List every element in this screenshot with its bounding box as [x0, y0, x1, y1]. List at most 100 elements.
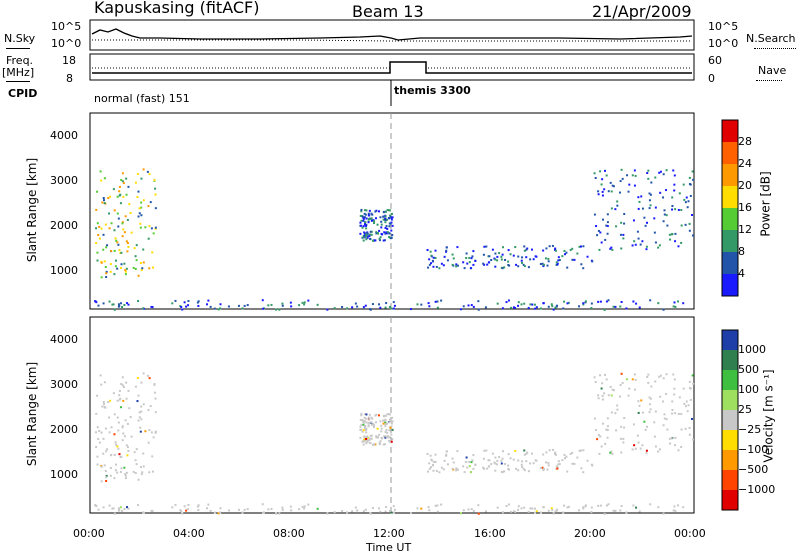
- nsearch-label: N.Search: [746, 32, 796, 45]
- velocity-point: [688, 433, 691, 436]
- velocity-point: [96, 394, 99, 397]
- velocity-point: [515, 467, 518, 470]
- power-point: [482, 262, 485, 265]
- power-point: [390, 212, 393, 215]
- velocity-point: [370, 437, 373, 440]
- velocity-point: [512, 510, 515, 513]
- power-point: [124, 269, 127, 272]
- velocity-point: [494, 469, 497, 472]
- velocity-point: [451, 467, 454, 470]
- power-point: [385, 302, 388, 305]
- velocity-point: [333, 511, 336, 514]
- velocity-point: [625, 511, 628, 514]
- velocity-point: [136, 376, 139, 379]
- velocity-point: [104, 427, 107, 430]
- velocity-point: [542, 467, 545, 470]
- power-point: [126, 250, 129, 253]
- power-point: [122, 228, 125, 231]
- velocity-point: [638, 510, 641, 513]
- power-point: [586, 255, 589, 258]
- power-point: [365, 209, 368, 212]
- power-point: [669, 238, 672, 241]
- velocity-colorbar-swatch: [722, 430, 738, 451]
- power-point: [644, 224, 647, 227]
- power-point: [125, 240, 128, 243]
- power-colorbar-swatch: [722, 120, 738, 143]
- velocity-point: [436, 510, 439, 513]
- power-point: [501, 307, 504, 310]
- power-point: [209, 305, 212, 308]
- power-point: [638, 306, 641, 309]
- velocity-point: [151, 455, 154, 458]
- power-point: [388, 232, 391, 235]
- velocity-point: [378, 507, 381, 510]
- velocity-point: [603, 392, 606, 395]
- power-point: [426, 249, 429, 252]
- power-point: [615, 225, 618, 228]
- velocity-point: [555, 509, 558, 512]
- velocity-point: [434, 504, 437, 507]
- velocity-point: [181, 512, 184, 515]
- power-colorbar-tick: 24: [738, 157, 752, 170]
- power-point: [647, 177, 650, 180]
- power-point: [645, 248, 648, 251]
- xtick-6: 00:00: [674, 527, 706, 540]
- velocity-point: [657, 450, 660, 453]
- velocity-point: [594, 380, 597, 383]
- velocity-point: [197, 504, 200, 507]
- velocity-point: [504, 462, 507, 465]
- power-point: [103, 177, 106, 180]
- velocity-point: [105, 474, 108, 477]
- velocity-point: [382, 443, 385, 446]
- velocity-point: [470, 461, 473, 464]
- power-point: [611, 248, 614, 251]
- power-point: [678, 192, 681, 195]
- velocity-point: [606, 425, 609, 428]
- velocity-point: [507, 467, 510, 470]
- velocity-point: [459, 512, 462, 515]
- power-point: [367, 218, 370, 221]
- velocity-point: [654, 380, 657, 383]
- velocity-point: [474, 463, 477, 466]
- power-point: [154, 193, 157, 196]
- velocity-point: [525, 452, 528, 455]
- power-point: [578, 305, 581, 308]
- velocity-point: [96, 463, 99, 466]
- velocity-point: [134, 385, 137, 388]
- velocity-point: [534, 459, 537, 462]
- velocity-point: [361, 440, 364, 443]
- xtick-5: 20:00: [574, 527, 606, 540]
- velocity-point: [364, 439, 367, 442]
- power-point: [140, 201, 143, 204]
- velocity-point: [665, 373, 668, 376]
- power-point: [691, 170, 694, 173]
- velocity-point: [127, 449, 130, 452]
- power-point: [529, 258, 532, 261]
- velocity-point: [390, 422, 393, 425]
- velocity-point: [113, 512, 116, 515]
- velocity-point: [619, 395, 622, 398]
- power-point: [103, 202, 106, 205]
- power-point: [388, 209, 391, 212]
- nsearch-tick-high: 10^5: [708, 20, 739, 33]
- velocity-point: [622, 437, 625, 440]
- power-point: [364, 209, 367, 212]
- power-point: [187, 300, 190, 303]
- cpid-segment-1: normal (fast) 151: [94, 92, 190, 105]
- velocity-point: [604, 373, 607, 376]
- power-point: [463, 267, 466, 270]
- velocity-point: [595, 429, 598, 432]
- velocity-point: [616, 408, 619, 411]
- power-point: [634, 243, 637, 246]
- power-point: [389, 215, 392, 218]
- velocity-point: [633, 373, 636, 376]
- power-point: [534, 255, 537, 258]
- power-point: [622, 233, 625, 236]
- power-point: [597, 193, 600, 196]
- velocity-point: [580, 449, 583, 452]
- velocity-point: [527, 470, 530, 473]
- power-point: [485, 245, 488, 248]
- velocity-point: [217, 512, 220, 515]
- velocity-point: [686, 410, 689, 413]
- velocity-point: [654, 445, 657, 448]
